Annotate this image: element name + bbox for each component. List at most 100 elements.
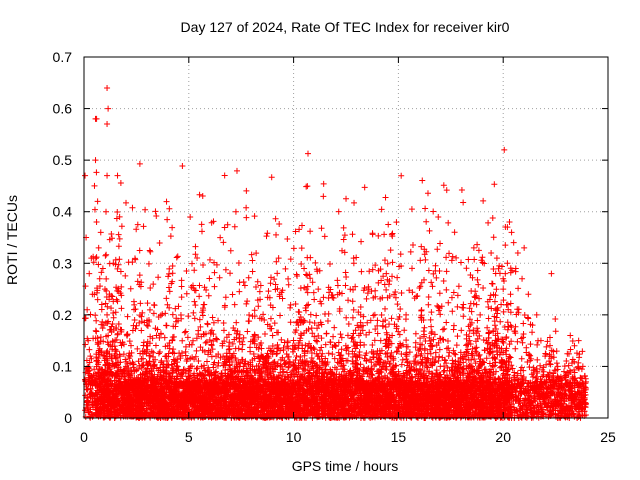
data-point	[89, 413, 96, 420]
data-point	[520, 320, 527, 327]
data-point	[304, 348, 311, 355]
data-point	[192, 409, 199, 416]
data-point	[474, 317, 481, 324]
data-point	[331, 355, 338, 362]
data-point	[88, 355, 95, 362]
data-point	[552, 328, 559, 335]
data-point	[338, 346, 345, 353]
data-point	[398, 361, 405, 368]
data-point	[387, 352, 394, 359]
data-point	[553, 360, 560, 367]
data-point	[546, 360, 553, 367]
data-point	[504, 326, 511, 333]
data-point	[318, 344, 325, 351]
data-point	[90, 259, 97, 266]
data-point	[460, 313, 467, 320]
data-point	[422, 337, 429, 344]
data-point	[324, 359, 331, 366]
data-point	[457, 349, 464, 356]
data-point	[98, 306, 105, 313]
data-point	[84, 397, 91, 404]
data-point	[475, 353, 482, 360]
data-point	[220, 362, 227, 369]
data-point	[534, 356, 541, 363]
data-point	[515, 285, 522, 292]
data-point	[507, 300, 514, 307]
data-point	[518, 355, 525, 362]
data-point	[117, 268, 124, 275]
data-point	[394, 348, 401, 355]
data-point	[222, 367, 229, 374]
data-point	[552, 315, 559, 322]
data-point	[251, 307, 258, 314]
data-point	[306, 319, 313, 326]
data-point	[86, 346, 93, 353]
data-point	[526, 364, 533, 371]
data-point	[302, 342, 309, 349]
data-point	[82, 283, 89, 290]
data-point	[493, 305, 500, 312]
data-point	[512, 345, 519, 352]
data-point	[468, 308, 475, 315]
data-point	[319, 350, 326, 357]
data-point	[315, 332, 322, 339]
data-point	[325, 350, 332, 357]
data-points	[82, 84, 589, 421]
data-point	[113, 336, 120, 343]
data-point	[416, 346, 423, 353]
data-point	[116, 351, 123, 358]
data-point	[98, 321, 105, 328]
data-point	[93, 328, 100, 335]
data-point	[421, 324, 428, 331]
data-point	[508, 338, 515, 345]
data-point	[472, 338, 479, 345]
data-point	[480, 337, 487, 344]
data-point	[98, 269, 105, 276]
data-point	[95, 261, 102, 268]
data-point	[146, 358, 153, 365]
data-point	[169, 369, 176, 376]
data-point	[527, 341, 534, 348]
data-point	[229, 340, 236, 347]
data-point	[99, 318, 106, 325]
data-point	[86, 359, 93, 366]
data-point	[109, 320, 116, 327]
data-point	[92, 312, 99, 319]
data-point	[208, 353, 215, 360]
data-point	[334, 359, 341, 366]
data-point	[82, 341, 89, 348]
data-point	[524, 358, 531, 365]
data-point	[534, 341, 541, 348]
data-point	[91, 206, 98, 213]
data-point	[529, 329, 536, 336]
data-point	[529, 374, 536, 381]
data-point	[543, 343, 550, 350]
data-point	[102, 300, 109, 307]
data-point	[208, 342, 215, 349]
data-point	[215, 359, 222, 366]
data-point	[115, 231, 122, 238]
data-point	[82, 376, 89, 383]
data-point	[527, 352, 534, 359]
data-point	[308, 325, 315, 332]
data-point	[368, 359, 375, 366]
data-point	[519, 339, 526, 346]
data-point	[514, 338, 521, 345]
data-point	[523, 344, 530, 351]
data-point	[102, 252, 109, 259]
data-point	[83, 386, 90, 393]
data-point	[352, 327, 359, 334]
data-point	[260, 311, 267, 318]
data-point	[217, 354, 224, 361]
data-point	[94, 369, 101, 376]
data-point	[460, 365, 467, 372]
data-point	[87, 386, 94, 393]
data-point	[349, 334, 356, 341]
data-point	[117, 353, 124, 360]
data-point	[518, 364, 525, 371]
data-point	[525, 315, 532, 322]
data-point	[474, 328, 481, 335]
data-point	[95, 359, 102, 366]
data-point	[515, 306, 522, 313]
